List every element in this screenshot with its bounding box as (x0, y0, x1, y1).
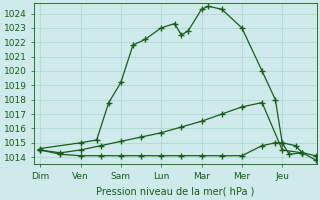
X-axis label: Pression niveau de la mer( hPa ): Pression niveau de la mer( hPa ) (96, 187, 254, 197)
